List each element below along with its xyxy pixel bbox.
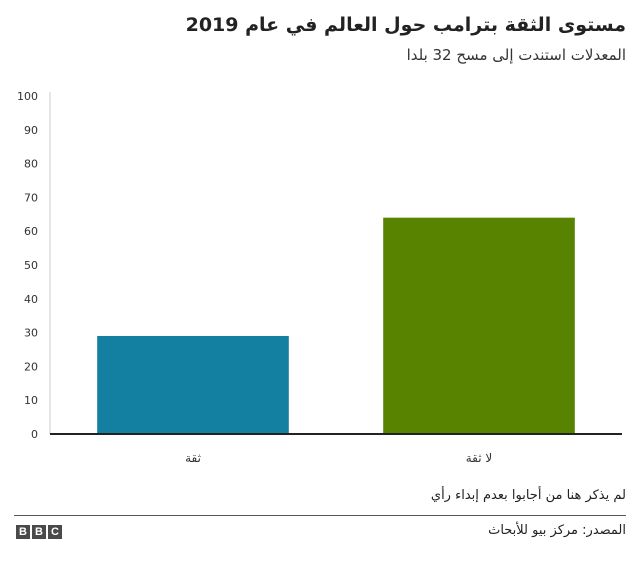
y-tick-label: 20 (24, 360, 38, 373)
bar-chart: 0 10 20 30 40 50 60 70 80 90 100 ثقة لا ثقة (17, 90, 622, 465)
y-tick-label: 50 (24, 259, 38, 272)
y-tick-label: 30 (24, 327, 38, 340)
chart-subtitle: المعدلات استندت إلى مسح 32 بلدا (406, 46, 626, 64)
y-tick-label: 70 (24, 191, 38, 204)
chart-title: مستوى الثقة بترامب حول العالم في عام 201… (185, 14, 626, 36)
bbc-logo-letter: C (48, 525, 62, 539)
bbc-logo-letter: B (16, 525, 30, 539)
y-tick-label: 80 (24, 158, 38, 171)
y-tick-label: 60 (24, 225, 38, 238)
y-tick-label: 0 (31, 428, 38, 441)
x-tick-label: لا ثقة (466, 451, 493, 465)
footer-divider (14, 515, 626, 516)
bar (97, 335, 289, 434)
x-tick-label: ثقة (185, 451, 201, 465)
bbc-logo-letter: B (32, 525, 46, 539)
chart-note: لم يذكر هنا من أجابوا بعدم إبداء رأي (430, 488, 626, 503)
y-tick-label: 40 (24, 293, 38, 306)
bar (383, 217, 575, 434)
y-tick-label: 100 (17, 90, 38, 103)
bbc-logo: B B C (16, 525, 62, 539)
source-text: المصدر: مركز بيو للأبحاث (488, 523, 626, 538)
y-tick-label: 90 (24, 124, 38, 137)
y-tick-label: 10 (24, 394, 38, 407)
